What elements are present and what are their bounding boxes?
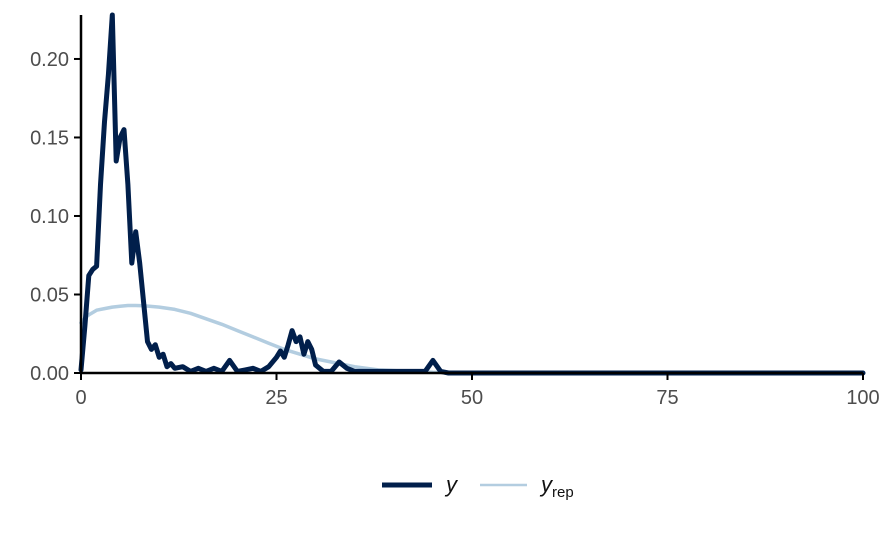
series-layer: [78, 12, 866, 376]
x-tick-label: 75: [656, 387, 678, 409]
x-axis-ticks: 0 25 50 75 100: [75, 373, 880, 409]
y-tick-label: 0.10: [30, 206, 69, 228]
legend: y yrep: [382, 472, 574, 501]
x-tick-label: 25: [265, 387, 287, 409]
y-tick-label: 0.20: [30, 49, 69, 71]
x-tick-label: 100: [846, 387, 879, 409]
x-tick-label: 50: [461, 387, 483, 409]
legend-label-y: y: [444, 472, 459, 497]
x-tick-label: 0: [75, 387, 86, 409]
legend-label-yrep-main: y: [539, 472, 554, 497]
axes-layer: [79, 15, 863, 375]
legend-label-yrep: yrep: [539, 472, 574, 501]
y-tick-label: 0.15: [30, 127, 69, 149]
y-tick-label: 0.00: [30, 363, 69, 385]
series-line-yrep: [79, 303, 865, 375]
series-line-y: [78, 12, 866, 376]
y-axis-ticks: 0.00 0.05 0.10 0.15 0.20: [30, 49, 81, 385]
legend-label-yrep-subscript: rep: [552, 484, 574, 501]
y-tick-label: 0.05: [30, 284, 69, 306]
